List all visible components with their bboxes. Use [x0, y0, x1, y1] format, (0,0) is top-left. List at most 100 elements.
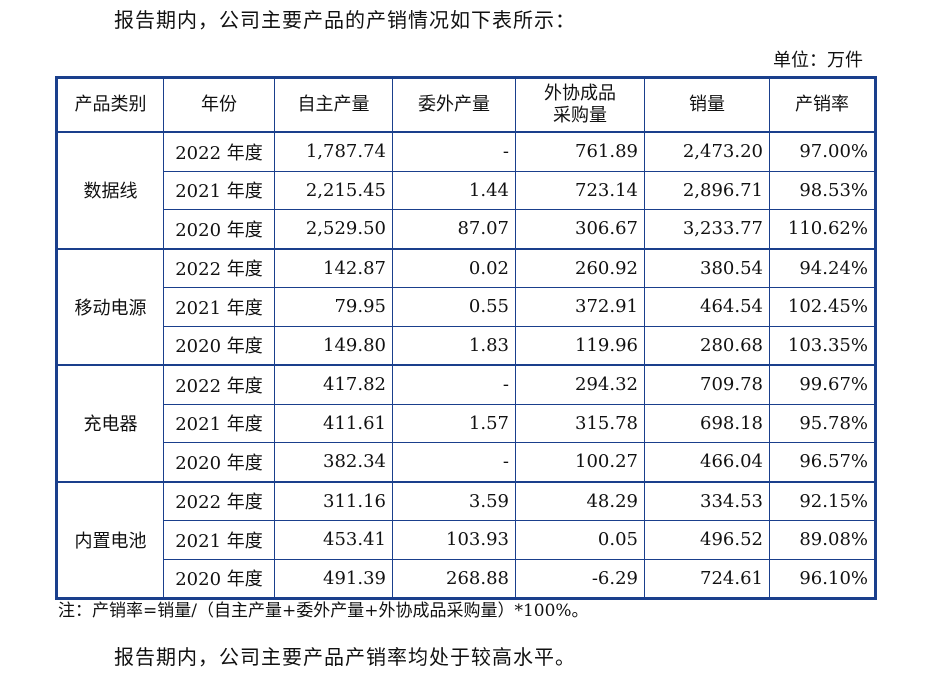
purchased-finished-cell: 306.67 [515, 209, 645, 250]
own-output-cell: 453.41 [274, 520, 393, 560]
year-cell: 2021 年度 [163, 403, 275, 443]
table-row: 2021 年度 411.61 1.57 315.78 698.18 95.78% [57, 403, 876, 443]
header-category: 产品类别 [56, 77, 164, 133]
table-row: 数据线 2022 年度 1,787.74-761.89 2,473.20 97.00% [56, 131, 876, 250]
year-cell: 2021 年度 [163, 520, 275, 560]
header-own-output: 自主产量 [274, 77, 393, 133]
header-sales-rate: 产销率 [769, 77, 876, 133]
production-sales-table: 产品类别 年份 自主产量 委外产量 外协成品 采购量 销量 产销率 数据线 2022… [55, 76, 877, 600]
year-cell: 2020 年度 [163, 325, 275, 366]
category-cell: 移动电源 [56, 248, 164, 366]
own-output-cell: 2,215.45 [274, 170, 393, 210]
table-row: 2021 年度 79.95 0.55 372.91 464.54 102.45% [57, 287, 876, 327]
sales-cell: 2,473.20 [644, 131, 770, 172]
table-row: 2021 年度 2,215.45 1.44 723.14 2,896.71 98.53% [57, 170, 876, 210]
sales-cell: 464.54 [644, 287, 770, 327]
table-row: 内置电池 2022 年度 311.16 3.59 48.29 334.53 92.15% [56, 481, 876, 600]
outsourced-output-cell: - [392, 364, 516, 405]
sales-rate-cell: 110.62% [769, 209, 876, 250]
sales-cell: 3,233.77 [644, 209, 770, 250]
purchased-finished-cell: 100.27 [515, 442, 645, 483]
header-outsourced-output: 委外产量 [392, 77, 516, 133]
purchased-finished-cell: 48.29 [515, 481, 645, 521]
year-cell: 2020 年度 [163, 442, 275, 483]
outsourced-output-cell: 1.57 [392, 403, 516, 443]
sales-cell: 280.68 [644, 325, 770, 366]
sales-rate-cell: 103.35% [769, 325, 876, 366]
sales-rate-cell: 96.57% [769, 442, 876, 483]
purchased-finished-cell: 372.91 [515, 287, 645, 327]
purchased-finished-cell: 119.96 [515, 325, 645, 366]
year-cell: 2021 年度 [163, 287, 275, 327]
category-cell: 内置电池 [56, 481, 164, 600]
purchased-finished-cell: 761.89 [515, 131, 645, 172]
purchased-finished-cell: -6.29 [515, 558, 645, 600]
purchased-finished-cell: 723.14 [515, 170, 645, 210]
own-output-cell: 79.95 [274, 287, 393, 327]
sales-cell: 466.04 [644, 442, 770, 483]
sales-cell: 334.53 [644, 481, 770, 521]
year-cell: 2022 年度 [163, 481, 275, 521]
outsourced-output-cell: 268.88 [392, 558, 516, 600]
sales-rate-cell: 92.15% [769, 481, 876, 521]
own-output-cell: 142.87 [274, 248, 393, 288]
table-row: 2020 年度 491.39 268.88 -6.29 724.61 96.10% [57, 558, 876, 600]
table-footnote: 注：产销率=销量/（自主产量+委外产量+外协成品采购量）*100%。 [58, 601, 589, 621]
purchased-finished-cell: 0.05 [515, 520, 645, 560]
sales-rate-cell: 96.10% [769, 558, 876, 600]
sales-cell: 2,896.71 [644, 170, 770, 210]
sales-rate-cell: 97.00% [769, 131, 876, 172]
product-group: 充电器 2022 年度 417.82-294.32 709.78 99.67% 2021 … [56, 364, 876, 483]
purchased-finished-cell: 294.32 [515, 364, 645, 405]
sales-rate-cell: 102.45% [769, 287, 876, 327]
table-row: 2020 年度 149.80 1.83 119.96 280.68 103.35% [57, 325, 876, 366]
category-cell: 数据线 [56, 131, 164, 250]
year-cell: 2022 年度 [163, 131, 275, 172]
outsourced-output-cell: 1.44 [392, 170, 516, 210]
own-output-cell: 411.61 [274, 403, 393, 443]
own-output-cell: 311.16 [274, 481, 393, 521]
outsourced-output-cell: - [392, 131, 516, 172]
outsourced-output-cell: 87.07 [392, 209, 516, 250]
sales-rate-cell: 95.78% [769, 403, 876, 443]
table-header: 产品类别 年份 自主产量 委外产量 外协成品 采购量 销量 产销率 [56, 77, 876, 133]
sales-cell: 380.54 [644, 248, 770, 288]
intro-paragraph: 报告期内，公司主要产品的产销情况如下表所示： [114, 8, 576, 32]
year-cell: 2021 年度 [163, 170, 275, 210]
product-group: 移动电源 2022 年度 142.87 0.02 260.92 380.54 94.24% 2… [56, 248, 876, 366]
unit-label: 单位：万件 [773, 50, 863, 71]
header-purchased-line2: 采购量 [553, 105, 607, 126]
year-cell: 2020 年度 [163, 558, 275, 600]
own-output-cell: 491.39 [274, 558, 393, 600]
table-row: 移动电源 2022 年度 142.87 0.02 260.92 380.54 94.24% [56, 248, 876, 366]
header-purchased-finished: 外协成品 采购量 [515, 77, 645, 133]
conclusion-paragraph: 报告期内，公司主要产品产销率均处于较高水平。 [114, 645, 576, 669]
own-output-cell: 2,529.50 [274, 209, 393, 250]
own-output-cell: 1,787.74 [274, 131, 393, 172]
category-cell: 充电器 [56, 364, 164, 483]
table-row: 2021 年度 453.41 103.93 0.05 496.52 89.08% [57, 520, 876, 560]
year-cell: 2020 年度 [163, 209, 275, 250]
outsourced-output-cell: 0.02 [392, 248, 516, 288]
table-row: 2020 年度 382.34-100.27 466.04 96.57% [57, 442, 876, 483]
own-output-cell: 417.82 [274, 364, 393, 405]
sales-rate-cell: 94.24% [769, 248, 876, 288]
outsourced-output-cell: - [392, 442, 516, 483]
sales-cell: 698.18 [644, 403, 770, 443]
header-purchased-line1: 外协成品 [544, 83, 616, 104]
sales-cell: 496.52 [644, 520, 770, 560]
header-year: 年份 [163, 77, 275, 133]
outsourced-output-cell: 1.83 [392, 325, 516, 366]
year-cell: 2022 年度 [163, 248, 275, 288]
sales-cell: 709.78 [644, 364, 770, 405]
sales-rate-cell: 99.67% [769, 364, 876, 405]
product-group: 内置电池 2022 年度 311.16 3.59 48.29 334.53 92.15% 20… [56, 481, 876, 600]
own-output-cell: 149.80 [274, 325, 393, 366]
table-row: 充电器 2022 年度 417.82-294.32 709.78 99.67% [56, 364, 876, 483]
outsourced-output-cell: 3.59 [392, 481, 516, 521]
purchased-finished-cell: 260.92 [515, 248, 645, 288]
year-cell: 2022 年度 [163, 364, 275, 405]
outsourced-output-cell: 0.55 [392, 287, 516, 327]
purchased-finished-cell: 315.78 [515, 403, 645, 443]
sales-rate-cell: 89.08% [769, 520, 876, 560]
